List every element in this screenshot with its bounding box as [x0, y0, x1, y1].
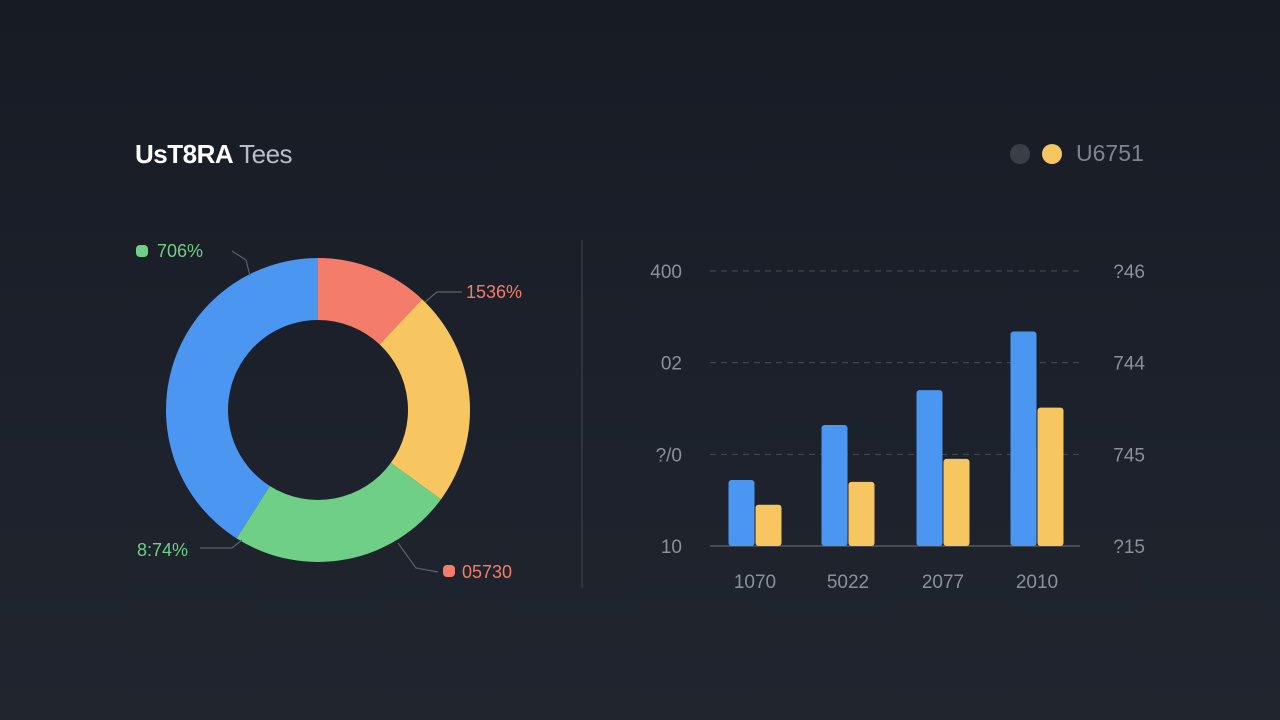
bar-blue-2 — [916, 390, 943, 546]
legend-dot-yellow — [1042, 143, 1062, 164]
bar-yellow-1 — [848, 481, 875, 546]
legend-label: U6751 — [1076, 140, 1144, 166]
y-right-tick-1: 744 — [1113, 354, 1145, 375]
callout-leader-3 — [397, 542, 439, 573]
donut-chart: 706% 1536% 8:74% 05730 — [136, 241, 522, 582]
title-strong: UsT8RA — [135, 139, 234, 169]
donut-slice-3 — [165, 258, 318, 539]
y-right-tick-0: ?46 — [1113, 262, 1145, 283]
y-left-tick-0: 400 — [650, 262, 682, 283]
callout-label-2: 8:74% — [137, 540, 188, 560]
callout-leader-0 — [231, 250, 251, 277]
title-light: Tees — [239, 139, 293, 169]
callout-dot-0 — [136, 245, 148, 257]
bar-yellow-0 — [755, 504, 782, 546]
callout-dot-3 — [443, 565, 455, 577]
bar-blue-0 — [728, 480, 755, 546]
bar-chart: 400 02 ?/0 10 ?46 744 745 ?15 1070 5022 2077 2010 — [650, 262, 1145, 593]
bar-yellow-3 — [1037, 407, 1064, 546]
y-right-tick-3: ?15 — [1113, 537, 1145, 558]
x-tick-1: 5022 — [827, 572, 869, 593]
bar-yellow-2 — [943, 458, 970, 546]
callout-label-0: 706% — [157, 241, 203, 261]
y-left-tick-3: 10 — [661, 537, 682, 558]
bar-blue-1 — [821, 425, 848, 546]
callout-leader-1 — [424, 291, 462, 303]
donut-slice-2 — [236, 462, 441, 562]
y-left-tick-1: 02 — [661, 354, 682, 375]
bar-blue-3 — [1010, 331, 1037, 546]
x-tick-0: 1070 — [734, 572, 776, 593]
y-left-tick-2: ?/0 — [656, 445, 682, 466]
callout-leader-2 — [200, 539, 243, 549]
x-tick-3: 2010 — [1016, 572, 1058, 593]
donut-slice-1 — [379, 299, 470, 500]
legend-dot-dark — [1010, 143, 1030, 164]
legend: U6751 — [1010, 140, 1144, 167]
callout-label-3: 05730 — [462, 562, 512, 582]
x-tick-2: 2077 — [922, 572, 964, 593]
y-right-tick-2: 745 — [1113, 445, 1145, 466]
page-title: UsT8RA Tees — [135, 139, 293, 170]
donut-slice-0 — [318, 258, 423, 345]
callout-label-1: 1536% — [466, 282, 522, 302]
